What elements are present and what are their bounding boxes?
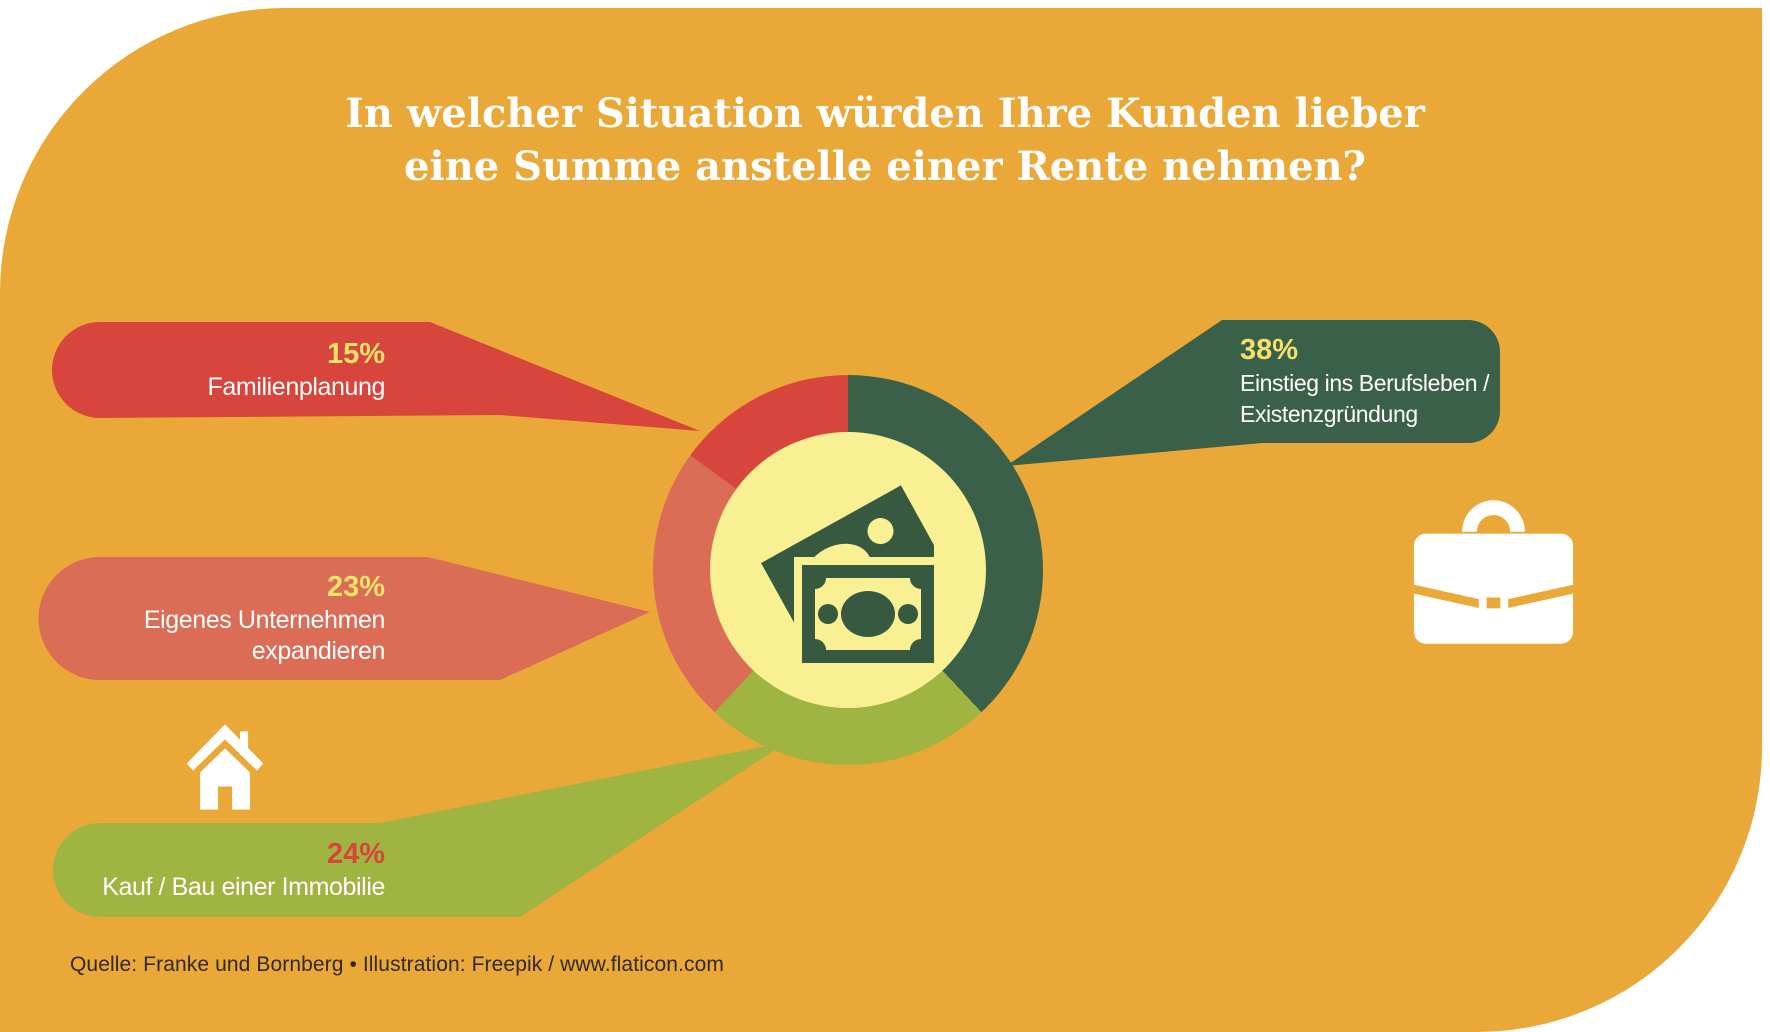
callout-immobilie: 24% Kauf / Bau einer Immobilie [60, 837, 385, 903]
callout-immobilie-label: Kauf / Bau einer Immobilie [102, 873, 385, 901]
donut-hole [710, 432, 986, 708]
page-title-line1: In welcher Situation würden Ihre Kunden … [345, 90, 1425, 137]
banknote-right-dot [898, 604, 918, 624]
callout-immobilie-percent: 24% [326, 838, 385, 870]
callout-shape-familienplanung [52, 322, 700, 431]
banknote-center-oval [841, 591, 895, 637]
callout-shape-immobilie [53, 742, 787, 917]
house-icon [186, 724, 264, 810]
banknote-left-dot [818, 604, 838, 624]
callout-shape-berufsleben [1006, 320, 1500, 466]
donut-chart [653, 375, 1043, 765]
briefcase-icon [1413, 500, 1574, 644]
page-title-line2: eine Summe anstelle einer Rente nehmen? [403, 142, 1366, 190]
callout-berufsleben-percent: 38% [1240, 334, 1299, 366]
source-credit: Quelle: Franke und Bornberg • Illustrati… [70, 953, 724, 976]
callout-eigenes-unternehmen: 23% Eigenes Unternehmen expandieren [100, 570, 386, 667]
callout-eigenes-unternehmen-percent: 23% [326, 571, 385, 603]
page-title: In welcher Situation würden Ihre Kunden … [0, 88, 1770, 194]
callout-familienplanung-percent: 15% [326, 338, 385, 370]
callout-berufsleben: 38% Einstieg ins Berufsleben / Existenzg… [1240, 333, 1500, 430]
callout-shape-eigenes-unternehmen [38, 557, 650, 680]
callout-berufsleben-label1: Einstieg ins Berufsleben / [1240, 370, 1490, 396]
callout-eigenes-unternehmen-label2: expandieren [251, 637, 386, 665]
callout-familienplanung: 15% Familienplanung [100, 337, 386, 403]
money-banknotes-icon [761, 485, 934, 663]
callout-familienplanung-label: Familienplanung [207, 373, 386, 401]
callout-eigenes-unternehmen-label1: Eigenes Unternehmen [143, 606, 386, 634]
callout-berufsleben-label2: Existenzgründung [1240, 401, 1418, 427]
